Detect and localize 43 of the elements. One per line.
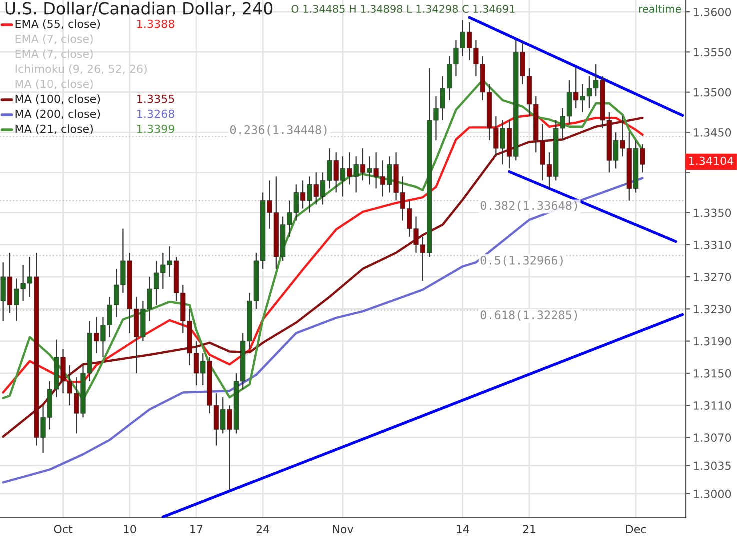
x-tick-label: 21 (523, 525, 536, 534)
y-tick-label: 1.3230 (694, 305, 732, 314)
y-tick-label: 1.3450 (694, 128, 732, 137)
y-tick-label: 1.3190 (694, 337, 732, 346)
annotation: 1.3355 (138, 94, 174, 104)
ref-line-label: 0.618(1.32285) (480, 310, 578, 321)
y-tick-label: 1.3550 (694, 48, 732, 57)
x-tick-label: 17 (190, 525, 203, 534)
x-tick-label: 14 (457, 525, 470, 534)
annotation: realtime (639, 4, 682, 14)
ref-line-label: 0.5(1.32966) (480, 256, 563, 266)
y-tick-label: 1.3350 (694, 208, 732, 218)
y-tick-label: 1.3270 (694, 273, 732, 282)
y-tick-label: 1.3000 (694, 490, 732, 498)
legend-label: EMA (55, close) (16, 20, 100, 30)
y-tick-label: 1.3310 (694, 240, 732, 250)
x-tick-label: 10 (124, 525, 136, 534)
annotation: 1.3399 (138, 124, 174, 134)
y-tick-label: 1.3110 (694, 402, 732, 410)
annotation: MA (10, close) (16, 80, 93, 90)
annotation: EMA (7, close) (16, 50, 93, 60)
annotation: 1.3388 (138, 20, 174, 28)
line-series (2, 177, 644, 484)
chart-subtitle: O 1.34485 H 1.34898 L 1.34298 C 1.34691 (292, 5, 515, 14)
x-tick-label: Dec (626, 525, 646, 534)
legend-label: MA (21, close) (16, 124, 93, 135)
annotation: EMA (7, close) (16, 34, 93, 45)
x-tick-label: 24 (256, 525, 270, 534)
x-tick-label: Nov (333, 525, 354, 534)
legend-label: MA (100, close) (16, 94, 100, 105)
text: 1.34104 (689, 156, 734, 166)
ref-line-label: 0.382(1.33648) (480, 201, 578, 212)
y-tick-label: 1.3035 (694, 462, 731, 470)
annotation: Ichimoku (9, 26, 52, 26) (16, 64, 147, 75)
ref-line-label: 0.236(1.34448) (230, 125, 327, 136)
legend-label: MA (200, close) (16, 110, 100, 120)
x-tick-label: Oct (54, 525, 73, 534)
y-tick-label: 1.3150 (694, 369, 732, 378)
chart-title: U.S. Dollar/Canadian Dollar, 240 (6, 2, 273, 17)
y-tick-label: 1.3070 (694, 434, 732, 442)
y-tick-label: 1.3600 (694, 8, 732, 16)
annotation: 1.3268 (138, 110, 174, 118)
y-tick-label: 1.3500 (694, 88, 732, 97)
